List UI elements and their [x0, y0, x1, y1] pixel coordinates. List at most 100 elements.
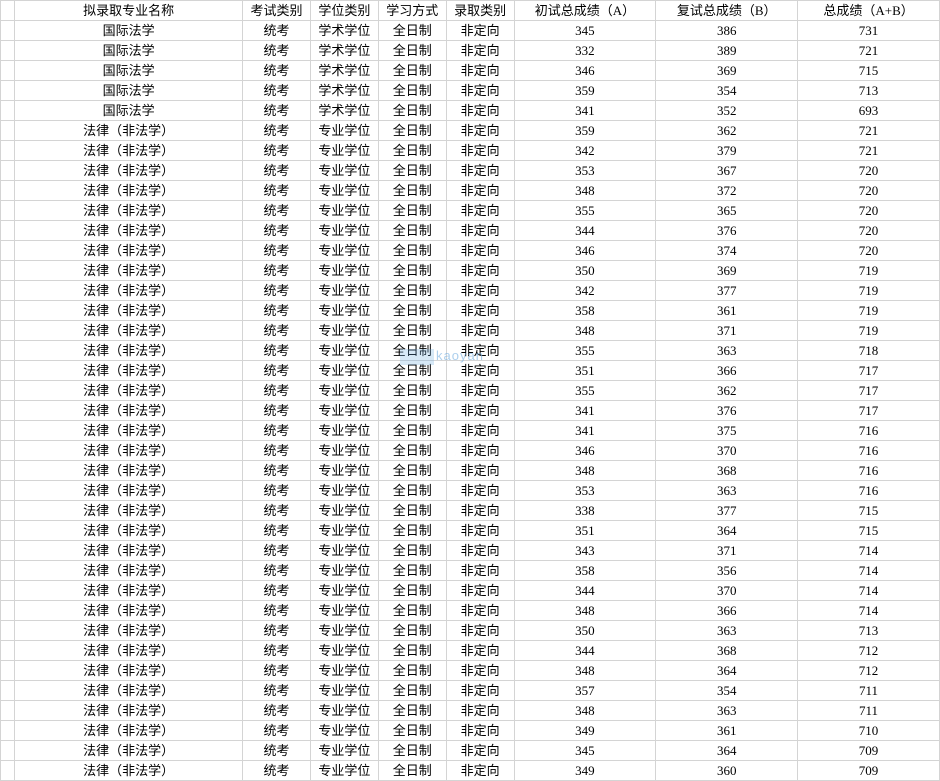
table-cell: 统考 [243, 601, 311, 621]
table-row: 法律（非法学）统考专业学位全日制非定向344370714 [1, 581, 940, 601]
table-cell: 专业学位 [310, 461, 378, 481]
table-cell: 355 [514, 341, 656, 361]
table-cell: 364 [656, 521, 798, 541]
table-cell: 717 [798, 401, 940, 421]
table-cell: 全日制 [378, 221, 446, 241]
table-cell: 专业学位 [310, 561, 378, 581]
table-cell: 法律（非法学） [15, 581, 243, 601]
table-cell: 362 [656, 381, 798, 401]
table-cell: 统考 [243, 761, 311, 781]
table-cell: 统考 [243, 661, 311, 681]
table-row: 法律（非法学）统考专业学位全日制非定向359362721 [1, 121, 940, 141]
table-row: 法律（非法学）统考专业学位全日制非定向345364709 [1, 741, 940, 761]
table-cell: 713 [798, 81, 940, 101]
table-cell: 348 [514, 601, 656, 621]
table-cell: 全日制 [378, 561, 446, 581]
table-cell: 非定向 [446, 141, 514, 161]
table-cell: 355 [514, 381, 656, 401]
table-cell: 法律（非法学） [15, 421, 243, 441]
table-cell: 全日制 [378, 701, 446, 721]
table-cell: 720 [798, 221, 940, 241]
table-row: 法律（非法学）统考专业学位全日制非定向346374720 [1, 241, 940, 261]
table-row: 法律（非法学）统考专业学位全日制非定向355365720 [1, 201, 940, 221]
table-cell: 统考 [243, 441, 311, 461]
blank-cell [1, 281, 15, 301]
table-cell: 非定向 [446, 601, 514, 621]
table-cell: 357 [514, 681, 656, 701]
table-cell: 389 [656, 41, 798, 61]
table-cell: 法律（非法学） [15, 721, 243, 741]
table-cell: 专业学位 [310, 441, 378, 461]
table-cell: 法律（非法学） [15, 301, 243, 321]
table-cell: 358 [514, 301, 656, 321]
table-row: 法律（非法学）统考专业学位全日制非定向348372720 [1, 181, 940, 201]
table-cell: 统考 [243, 381, 311, 401]
table-cell: 341 [514, 401, 656, 421]
table-cell: 统考 [243, 201, 311, 221]
table-cell: 非定向 [446, 661, 514, 681]
table-cell: 356 [656, 561, 798, 581]
table-row: 法律（非法学）统考专业学位全日制非定向357354711 [1, 681, 940, 701]
table-cell: 专业学位 [310, 181, 378, 201]
table-row: 法律（非法学）统考专业学位全日制非定向349360709 [1, 761, 940, 781]
table-cell: 法律（非法学） [15, 461, 243, 481]
table-cell: 341 [514, 421, 656, 441]
table-cell: 法律（非法学） [15, 201, 243, 221]
table-cell: 342 [514, 281, 656, 301]
table-cell: 374 [656, 241, 798, 261]
table-cell: 非定向 [446, 321, 514, 341]
table-cell: 统考 [243, 641, 311, 661]
table-cell: 全日制 [378, 321, 446, 341]
blank-cell [1, 581, 15, 601]
table-cell: 713 [798, 621, 940, 641]
table-cell: 731 [798, 21, 940, 41]
table-cell: 369 [656, 261, 798, 281]
table-cell: 专业学位 [310, 641, 378, 661]
table-cell: 非定向 [446, 421, 514, 441]
table-cell: 非定向 [446, 61, 514, 81]
table-cell: 法律（非法学） [15, 761, 243, 781]
table-cell: 350 [514, 261, 656, 281]
blank-cell [1, 421, 15, 441]
table-cell: 367 [656, 161, 798, 181]
table-row: 国际法学统考学术学位全日制非定向359354713 [1, 81, 940, 101]
table-cell: 375 [656, 421, 798, 441]
blank-cell [1, 41, 15, 61]
table-cell: 全日制 [378, 681, 446, 701]
table-cell: 346 [514, 441, 656, 461]
table-cell: 非定向 [446, 441, 514, 461]
table-cell: 专业学位 [310, 501, 378, 521]
table-cell: 统考 [243, 741, 311, 761]
table-cell: 统考 [243, 321, 311, 341]
table-cell: 346 [514, 241, 656, 261]
table-cell: 全日制 [378, 161, 446, 181]
table-cell: 统考 [243, 421, 311, 441]
table-cell: 377 [656, 281, 798, 301]
table-cell: 全日制 [378, 761, 446, 781]
table-cell: 715 [798, 61, 940, 81]
table-cell: 非定向 [446, 301, 514, 321]
table-cell: 非定向 [446, 381, 514, 401]
table-cell: 非定向 [446, 101, 514, 121]
blank-header [1, 1, 15, 21]
table-cell: 全日制 [378, 621, 446, 641]
table-cell: 361 [656, 301, 798, 321]
table-cell: 368 [656, 461, 798, 481]
blank-cell [1, 101, 15, 121]
table-cell: 全日制 [378, 41, 446, 61]
table-cell: 统考 [243, 501, 311, 521]
table-cell: 法律（非法学） [15, 261, 243, 281]
blank-cell [1, 321, 15, 341]
table-cell: 368 [656, 641, 798, 661]
table-row: 法律（非法学）统考专业学位全日制非定向353363716 [1, 481, 940, 501]
table-cell: 348 [514, 701, 656, 721]
table-cell: 全日制 [378, 61, 446, 81]
blank-cell [1, 261, 15, 281]
table-cell: 统考 [243, 401, 311, 421]
table-cell: 全日制 [378, 361, 446, 381]
table-row: 法律（非法学）统考专业学位全日制非定向348368716 [1, 461, 940, 481]
table-cell: 统考 [243, 681, 311, 701]
table-cell: 非定向 [446, 41, 514, 61]
table-cell: 专业学位 [310, 161, 378, 181]
table-cell: 统考 [243, 61, 311, 81]
